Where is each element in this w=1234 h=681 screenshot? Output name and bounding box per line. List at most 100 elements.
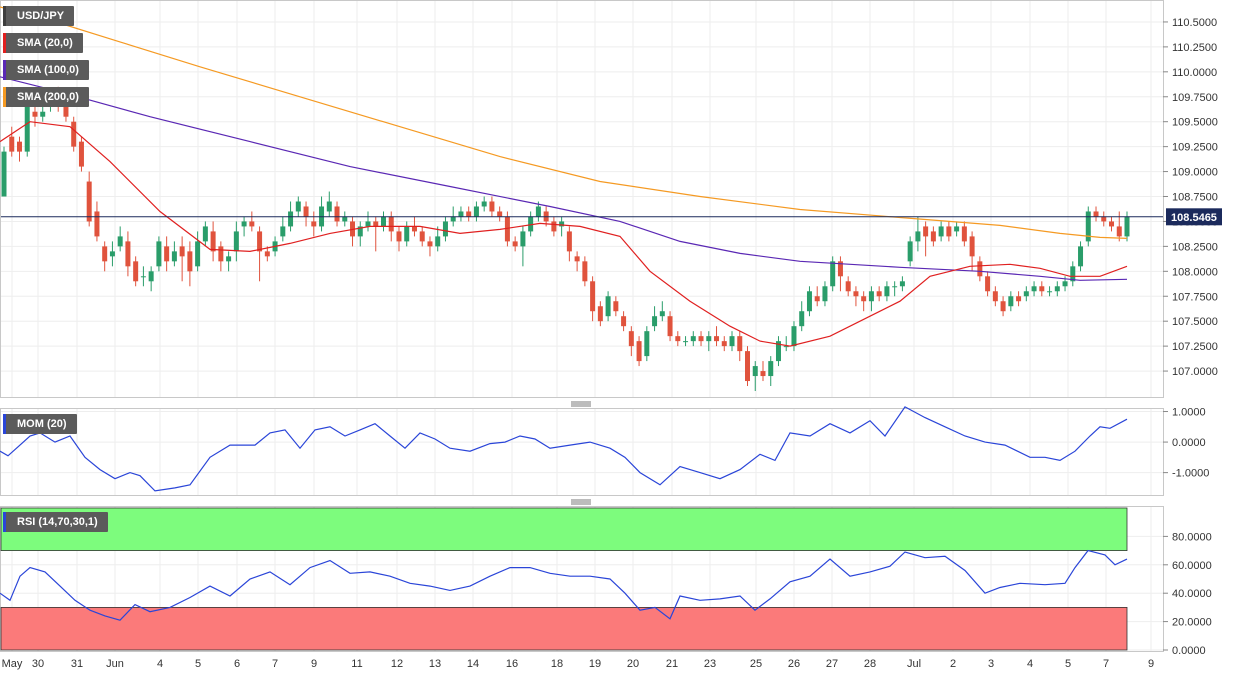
candle-body-111 bbox=[861, 296, 867, 302]
candle-38 bbox=[295, 196, 301, 217]
candle-body-134 bbox=[1039, 286, 1045, 292]
x-tick-label-22: 28 bbox=[864, 658, 876, 670]
candle-17 bbox=[133, 256, 139, 287]
candle-body-133 bbox=[1031, 286, 1037, 292]
candle-body-145 bbox=[1124, 216, 1130, 237]
panel-resize-handle-2[interactable] bbox=[571, 499, 591, 505]
x-tick-label-29: 9 bbox=[1148, 658, 1154, 670]
candle-body-74 bbox=[574, 256, 580, 262]
x-tick-label-14: 18 bbox=[551, 658, 563, 670]
candle-62 bbox=[481, 196, 487, 212]
candle-body-121 bbox=[938, 226, 944, 237]
candle-108 bbox=[837, 256, 843, 292]
candle-body-23 bbox=[179, 246, 185, 257]
candle-body-36 bbox=[280, 226, 286, 237]
symbol-label: USD/JPY bbox=[17, 10, 65, 22]
main-panel bbox=[0, 0, 1164, 398]
candle-body-13 bbox=[102, 246, 108, 262]
rsi-series bbox=[0, 549, 1128, 621]
x-tick-label-28: 7 bbox=[1103, 658, 1109, 670]
candle-142 bbox=[1101, 211, 1107, 227]
mom-tag[interactable]: MOM (20) bbox=[3, 414, 77, 434]
candle-96 bbox=[745, 346, 751, 387]
x-tick-label-5: 5 bbox=[195, 658, 201, 670]
candle-80 bbox=[621, 311, 627, 332]
candle-130 bbox=[1008, 291, 1014, 312]
candle-84 bbox=[652, 306, 658, 332]
candle-92 bbox=[714, 326, 720, 347]
candle-88 bbox=[683, 336, 689, 347]
candle-body-93 bbox=[721, 341, 727, 347]
main-ytick-label-1: 110.2500 bbox=[1172, 42, 1217, 54]
candle-91 bbox=[706, 331, 712, 352]
rsi-tag[interactable]: RSI (14,70,30,1) bbox=[3, 512, 108, 532]
main-ytick-label-11: 107.7500 bbox=[1172, 291, 1218, 303]
sma100-label: SMA (100,0) bbox=[17, 64, 79, 76]
candle-body-37 bbox=[288, 211, 294, 227]
candle-body-1 bbox=[9, 136, 15, 152]
candle-109 bbox=[845, 276, 851, 297]
candle-body-113 bbox=[876, 291, 882, 297]
mom-line-path bbox=[0, 406, 1128, 492]
candle-body-26 bbox=[202, 226, 208, 242]
sma200-tag[interactable]: SMA (200,0) bbox=[3, 87, 89, 107]
main-ytick-label-10: 108.0000 bbox=[1172, 266, 1218, 278]
candle-body-108 bbox=[837, 261, 843, 277]
x-tick-label-2: 31 bbox=[71, 658, 83, 670]
candle-body-144 bbox=[1116, 226, 1122, 237]
candle-body-43 bbox=[334, 206, 340, 222]
candle-body-46 bbox=[357, 226, 363, 237]
mom-panel bbox=[0, 408, 1164, 496]
candle-body-138 bbox=[1070, 266, 1076, 282]
sma100-line bbox=[0, 76, 1128, 281]
candle-127 bbox=[985, 271, 991, 297]
candle-126 bbox=[977, 256, 983, 282]
candle-42 bbox=[326, 191, 332, 217]
main-ytick-label-5: 109.2500 bbox=[1172, 142, 1218, 154]
candle-32 bbox=[249, 211, 255, 232]
candle-81 bbox=[628, 326, 634, 357]
candle-body-116 bbox=[899, 281, 905, 287]
candle-21 bbox=[164, 236, 170, 272]
candle-19 bbox=[148, 266, 154, 292]
rsi-ytick-label-0: 80.0000 bbox=[1172, 531, 1212, 543]
candle-body-77 bbox=[597, 306, 603, 322]
symbol-tag[interactable]: USD/JPY bbox=[3, 6, 75, 26]
panel-resize-handle-1[interactable] bbox=[571, 401, 591, 407]
candle-body-50 bbox=[388, 216, 394, 232]
candle-39 bbox=[303, 201, 309, 227]
candle-body-109 bbox=[845, 281, 851, 292]
x-tick-label-13: 16 bbox=[506, 658, 518, 670]
candle-body-56 bbox=[435, 236, 441, 247]
candle-body-94 bbox=[729, 336, 735, 347]
candle-28 bbox=[218, 241, 224, 272]
candle-body-2 bbox=[16, 141, 22, 152]
candle-105 bbox=[814, 286, 820, 307]
x-tick-label-0: May bbox=[2, 658, 23, 670]
candle-body-19 bbox=[148, 271, 154, 282]
sma100-tag[interactable]: SMA (100,0) bbox=[3, 60, 89, 80]
candle-2 bbox=[16, 136, 22, 162]
candle-body-73 bbox=[566, 231, 572, 252]
candle-23 bbox=[179, 236, 185, 282]
candle-body-60 bbox=[466, 211, 472, 217]
candle-body-28 bbox=[218, 246, 224, 262]
candle-98 bbox=[760, 361, 766, 382]
candle-14 bbox=[109, 241, 115, 267]
candle-54 bbox=[419, 226, 425, 247]
sma20-tag[interactable]: SMA (20,0) bbox=[3, 33, 83, 53]
candle-13 bbox=[102, 241, 108, 272]
rsi-axis: 80.0000 60.0000 40.0000 20.0000 0.0000 bbox=[1163, 531, 1212, 657]
sma200-line bbox=[0, 6, 1128, 239]
candle-body-65 bbox=[504, 216, 510, 242]
candle-body-129 bbox=[1000, 301, 1006, 312]
candle-body-87 bbox=[675, 336, 681, 342]
candle-body-114 bbox=[884, 286, 890, 297]
x-tick-label-21: 27 bbox=[826, 658, 838, 670]
candle-body-84 bbox=[652, 316, 658, 327]
candle-132 bbox=[1023, 286, 1029, 302]
main-ytick-label-2: 110.0000 bbox=[1172, 67, 1217, 79]
candle-15 bbox=[117, 226, 123, 252]
candle-113 bbox=[876, 286, 882, 302]
candle-125 bbox=[969, 231, 975, 272]
